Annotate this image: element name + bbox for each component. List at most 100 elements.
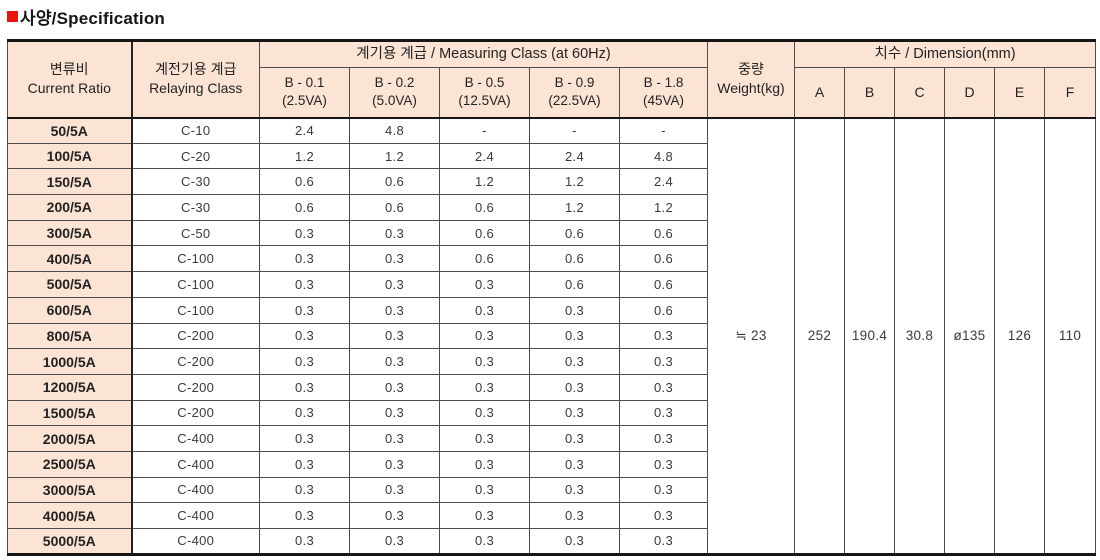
measuring-value-cell: 0.3: [349, 219, 440, 247]
measuring-value-cell: 4.8: [619, 142, 708, 170]
table-row: 1000/5A C-200 0.3 0.3 0.3 0.3 0.3: [7, 348, 1096, 375]
measuring-value-cell: 0.6: [529, 271, 620, 298]
current-ratio-cell: 600/5A: [7, 296, 133, 324]
measuring-value-cell: 1.2: [439, 168, 530, 196]
measuring-value-cell: 0.3: [259, 296, 350, 324]
current-ratio-cell: 200/5A: [7, 194, 133, 221]
measuring-value-cell: 0.3: [439, 296, 530, 324]
relaying-class-cell: C-400: [131, 425, 260, 452]
measuring-value-cell: 0.3: [349, 476, 440, 504]
relaying-class-cell: C-30: [131, 194, 260, 221]
measuring-value-cell: 1.2: [529, 194, 620, 221]
measuring-value-cell: -: [619, 116, 708, 144]
measuring-burden-label: (5.0VA): [372, 93, 417, 109]
measuring-value-cell: 2.4: [439, 142, 530, 170]
dimension-value-cell: 30.8: [894, 116, 945, 555]
relaying-class-cell: C-30: [131, 168, 260, 196]
measuring-value-cell: 0.3: [349, 296, 440, 324]
measuring-value-cell: 0.6: [349, 194, 440, 221]
measuring-value-cell: 0.6: [619, 219, 708, 247]
measuring-burden-label: (12.5VA): [458, 93, 511, 109]
header-row-groups: 변류비 Current Ratio 계전기용 계급 Relaying Class…: [7, 40, 1097, 118]
measuring-value-cell: 0.3: [439, 502, 530, 529]
current-ratio-cell: 4000/5A: [7, 502, 133, 529]
section-title: 사양/Specification: [7, 4, 165, 29]
measuring-value-cell: 0.3: [439, 399, 530, 427]
measuring-value-cell: 0.3: [349, 373, 440, 401]
current-ratio-cell: 300/5A: [7, 219, 133, 247]
current-ratio-cell: 500/5A: [7, 271, 133, 298]
header-dimension-f: F: [1043, 67, 1097, 118]
header-measuring-class: 계기용 계급 / Measuring Class (at 60Hz): [259, 40, 708, 68]
measuring-value-cell: 0.3: [259, 476, 350, 504]
measuring-value-cell: 0.3: [619, 476, 708, 504]
current-ratio-cell: 1200/5A: [7, 373, 133, 401]
measuring-value-cell: 0.6: [439, 245, 530, 273]
measuring-value-cell: 0.3: [439, 425, 530, 452]
measuring-burden-label: (22.5VA): [548, 93, 601, 109]
weight-value-cell: ≒ 23: [707, 116, 795, 555]
header-measuring-b02: B - 0.2 (5.0VA): [349, 67, 440, 118]
measuring-class-label: B - 0.9: [554, 75, 595, 91]
measuring-value-cell: 0.6: [529, 219, 620, 247]
measuring-value-cell: 0.3: [529, 476, 620, 504]
dimension-value-cell: 126: [994, 116, 1045, 555]
measuring-value-cell: 4.8: [349, 116, 440, 144]
header-relaying-class-en: Relaying Class: [149, 80, 243, 97]
dimension-value-cell: 252: [794, 116, 845, 555]
measuring-value-cell: 0.3: [439, 476, 530, 504]
header-relaying-class-ko: 계전기용 계급: [155, 61, 237, 78]
measuring-value-cell: 0.3: [529, 322, 620, 350]
table-row: 500/5A C-100 0.3 0.3 0.3 0.6 0.6: [7, 271, 1096, 298]
measuring-value-cell: 0.3: [349, 271, 440, 298]
measuring-value-cell: 0.3: [259, 245, 350, 273]
measuring-value-cell: 0.3: [619, 322, 708, 350]
measuring-value-cell: 0.3: [439, 271, 530, 298]
measuring-value-cell: 1.2: [259, 142, 350, 170]
measuring-value-cell: 0.3: [259, 399, 350, 427]
relaying-class-cell: C-400: [131, 502, 260, 529]
measuring-value-cell: 0.3: [439, 348, 530, 375]
current-ratio-cell: 800/5A: [7, 322, 133, 350]
relaying-class-cell: C-400: [131, 528, 260, 555]
header-measuring-b18: B - 1.8 (45VA): [619, 67, 708, 118]
relaying-class-cell: C-50: [131, 219, 260, 247]
table-row: 800/5A C-200 0.3 0.3 0.3 0.3 0.3: [7, 322, 1096, 350]
relaying-class-cell: C-100: [131, 271, 260, 298]
measuring-class-label: B - 0.5: [464, 75, 505, 91]
measuring-value-cell: 1.2: [529, 168, 620, 196]
measuring-value-cell: 0.3: [259, 528, 350, 555]
measuring-value-cell: 0.3: [529, 296, 620, 324]
table-row: 2500/5A C-400 0.3 0.3 0.3 0.3 0.3: [7, 450, 1096, 478]
measuring-value-cell: 0.3: [619, 502, 708, 529]
header-weight-en: Weight(kg): [717, 80, 785, 97]
measuring-value-cell: 0.3: [259, 502, 350, 529]
measuring-value-cell: 0.3: [529, 373, 620, 401]
table-header: 변류비 Current Ratio 계전기용 계급 Relaying Class…: [7, 40, 1097, 118]
measuring-value-cell: 1.2: [619, 194, 708, 221]
table-row: 150/5A C-30 0.6 0.6 1.2 1.2 2.4: [7, 168, 1096, 196]
header-dimension-e: E: [994, 67, 1045, 118]
measuring-class-label: B - 1.8: [643, 75, 684, 91]
relaying-class-cell: C-100: [131, 296, 260, 324]
header-dimension-d: D: [944, 67, 995, 118]
header-current-ratio-ko: 변류비: [49, 61, 89, 78]
measuring-value-cell: 0.3: [349, 450, 440, 478]
measuring-value-cell: 0.3: [619, 425, 708, 452]
measuring-value-cell: 0.3: [349, 528, 440, 555]
current-ratio-cell: 3000/5A: [7, 476, 133, 504]
relaying-class-cell: C-20: [131, 142, 260, 170]
measuring-value-cell: 0.3: [349, 425, 440, 452]
measuring-value-cell: 0.3: [349, 245, 440, 273]
header-weight: 중량 Weight(kg): [707, 40, 795, 118]
measuring-value-cell: 0.3: [439, 450, 530, 478]
relaying-class-cell: C-100: [131, 245, 260, 273]
measuring-value-cell: 0.3: [529, 348, 620, 375]
table-row: 5000/5A C-400 0.3 0.3 0.3 0.3 0.3: [7, 528, 1096, 555]
table-row: 600/5A C-100 0.3 0.3 0.3 0.3 0.6: [7, 296, 1096, 324]
current-ratio-cell: 2000/5A: [7, 425, 133, 452]
header-dimension-c: C: [894, 67, 945, 118]
table-row: 50/5A C-10 2.4 4.8- - - ≒ 23 252 190.4 30.8 ø135 12…: [7, 116, 1097, 555]
header-current-ratio: 변류비 Current Ratio: [7, 40, 133, 118]
current-ratio-cell: 50/5A: [7, 116, 133, 144]
